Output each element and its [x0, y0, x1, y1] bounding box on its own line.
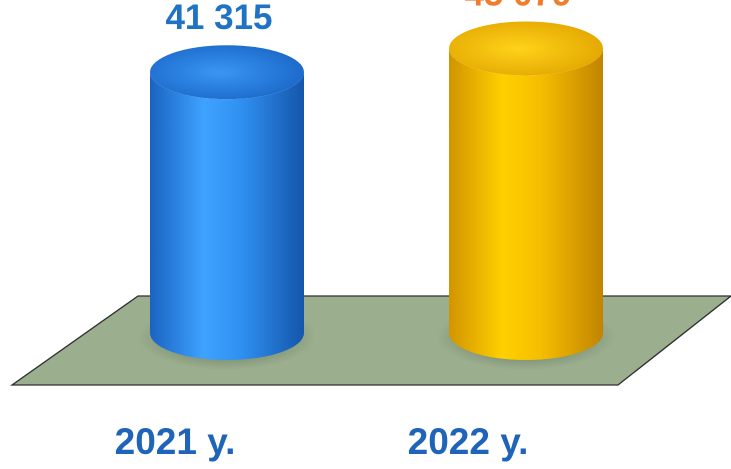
category-label: 2021 y.: [115, 421, 236, 462]
cylinder-bar-2021: [138, 45, 316, 370]
value-labels-layer: 41 315 45 079: [165, 0, 571, 37]
value-label: 41 315: [165, 0, 272, 37]
category-label: 2022 y.: [408, 421, 529, 462]
bar-body: [449, 48, 603, 360]
bars-layer: [138, 21, 615, 370]
chart-floor: [9, 295, 731, 386]
bar-top: [449, 21, 603, 76]
bar-top: [150, 45, 304, 100]
value-label: 45 079: [464, 0, 571, 13]
bar-body: [150, 72, 304, 360]
cylinder-bar-2022: [437, 21, 615, 370]
category-labels-layer: 2021 y. 2022 y.: [115, 421, 529, 462]
